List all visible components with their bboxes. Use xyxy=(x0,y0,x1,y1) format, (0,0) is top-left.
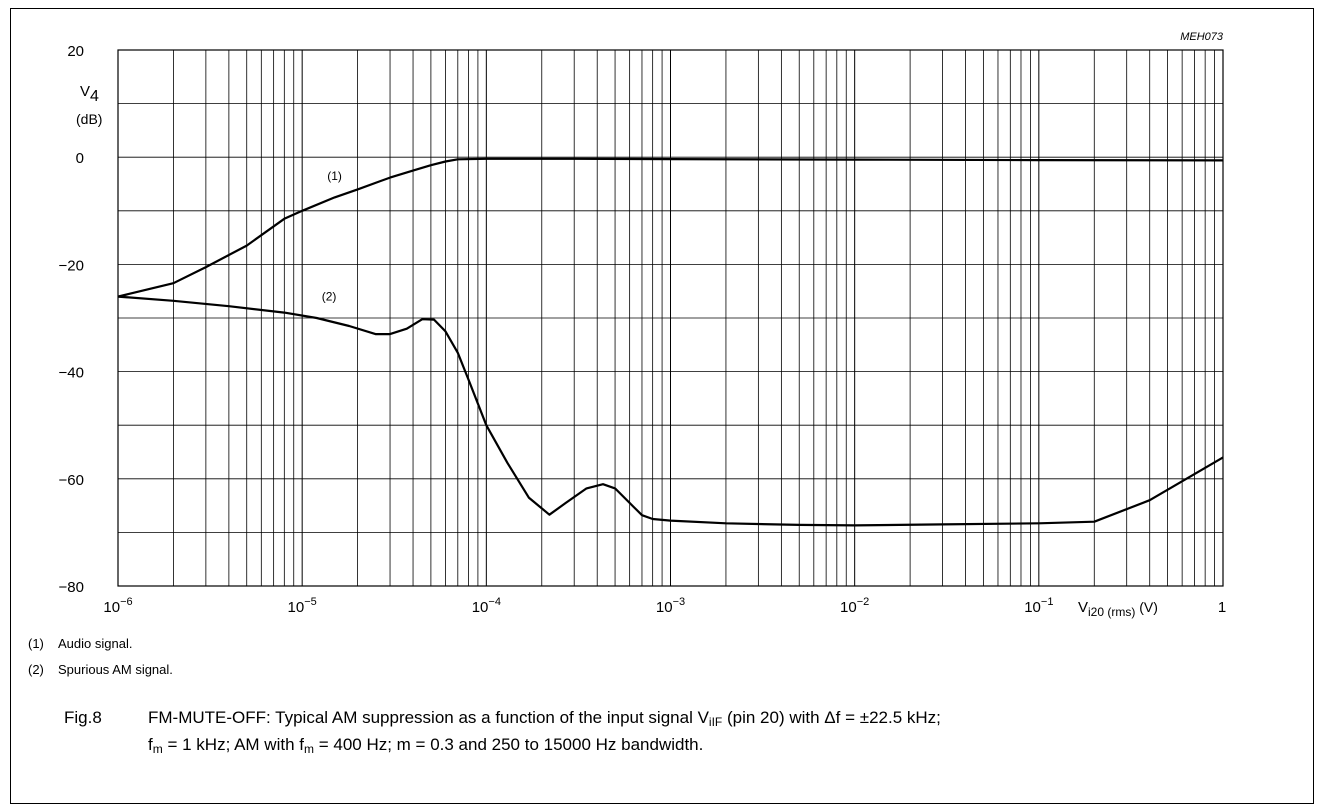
x-tick-label: 10−4 xyxy=(472,596,501,616)
plot-border xyxy=(117,49,1224,587)
series-lines xyxy=(117,157,1224,527)
caption-part-2: (pin 20) with Δf = ±22.5 kHz; xyxy=(722,708,941,727)
note-2: (2) Spurious AM signal. xyxy=(28,662,173,677)
caption-label: Fig.8 xyxy=(64,708,102,727)
caption-part-3: f xyxy=(148,735,153,754)
caption-part-4: = 1 kHz; AM with f xyxy=(162,735,304,754)
y-tick-label: −60 xyxy=(59,472,84,489)
series-line-2 xyxy=(117,295,1224,527)
caption-text: FM-MUTE-OFF: Typical AM suppression as a… xyxy=(148,704,1308,758)
note-2-text: Spurious AM signal. xyxy=(58,662,173,677)
x-axis-label: Vi20 (rms) (V) xyxy=(1078,599,1158,619)
x-tick-label: 10−1 xyxy=(1024,596,1053,616)
x-tick-label: 10−5 xyxy=(288,596,317,616)
series-line-1 xyxy=(117,157,1224,298)
grid xyxy=(117,49,1223,587)
x-tick-label: 1 xyxy=(1218,599,1226,616)
y-tick-label: 0 xyxy=(76,150,84,167)
curve-label-1: (1) xyxy=(327,169,342,183)
x-tick-label: 10−2 xyxy=(840,596,869,616)
note-1-text: Audio signal. xyxy=(58,636,133,651)
caption-sub-m-1: m xyxy=(152,742,163,756)
y-tick-label: 20 xyxy=(67,43,84,60)
x-tick-label: 10−3 xyxy=(656,596,685,616)
chart-labels: (1) (2) MEH073 V4 (dB) Vi20 (rms) (V) xyxy=(76,31,1224,619)
caption-part-1: FM-MUTE-OFF: Typical AM suppression as a… xyxy=(148,708,709,727)
y-axis-label: V4 xyxy=(80,83,99,105)
y-tick-label: −40 xyxy=(59,365,84,382)
chart-code: MEH073 xyxy=(1180,31,1224,43)
tick-labels: 20 0 −20 −40 −60 −80 10−6 10−5 10−4 10−3 10−2 10−1 1 xyxy=(59,43,1227,616)
am-suppression-chart: 20 0 −20 −40 −60 −80 10−6 10−5 10−4 10−3 10−2 10−1 1… xyxy=(59,31,1227,619)
caption-part-5: = 400 Hz; m = 0.3 and 250 to 15000 Hz ba… xyxy=(313,735,704,754)
note-1: (1) Audio signal. xyxy=(28,636,132,651)
curve-label-2: (2) xyxy=(322,290,337,304)
note-2-number: (2) xyxy=(28,662,44,677)
figure-frame xyxy=(10,8,1314,804)
caption-sub-m-2: m xyxy=(303,742,314,756)
caption-sub-iif: iIF xyxy=(708,715,723,729)
y-tick-label: −20 xyxy=(59,257,84,274)
axes xyxy=(117,49,1224,587)
y-tick-label: −80 xyxy=(59,579,84,596)
x-tick-label: 10−6 xyxy=(103,596,132,616)
y-axis-unit: (dB) xyxy=(76,111,102,127)
note-1-number: (1) xyxy=(28,636,44,651)
